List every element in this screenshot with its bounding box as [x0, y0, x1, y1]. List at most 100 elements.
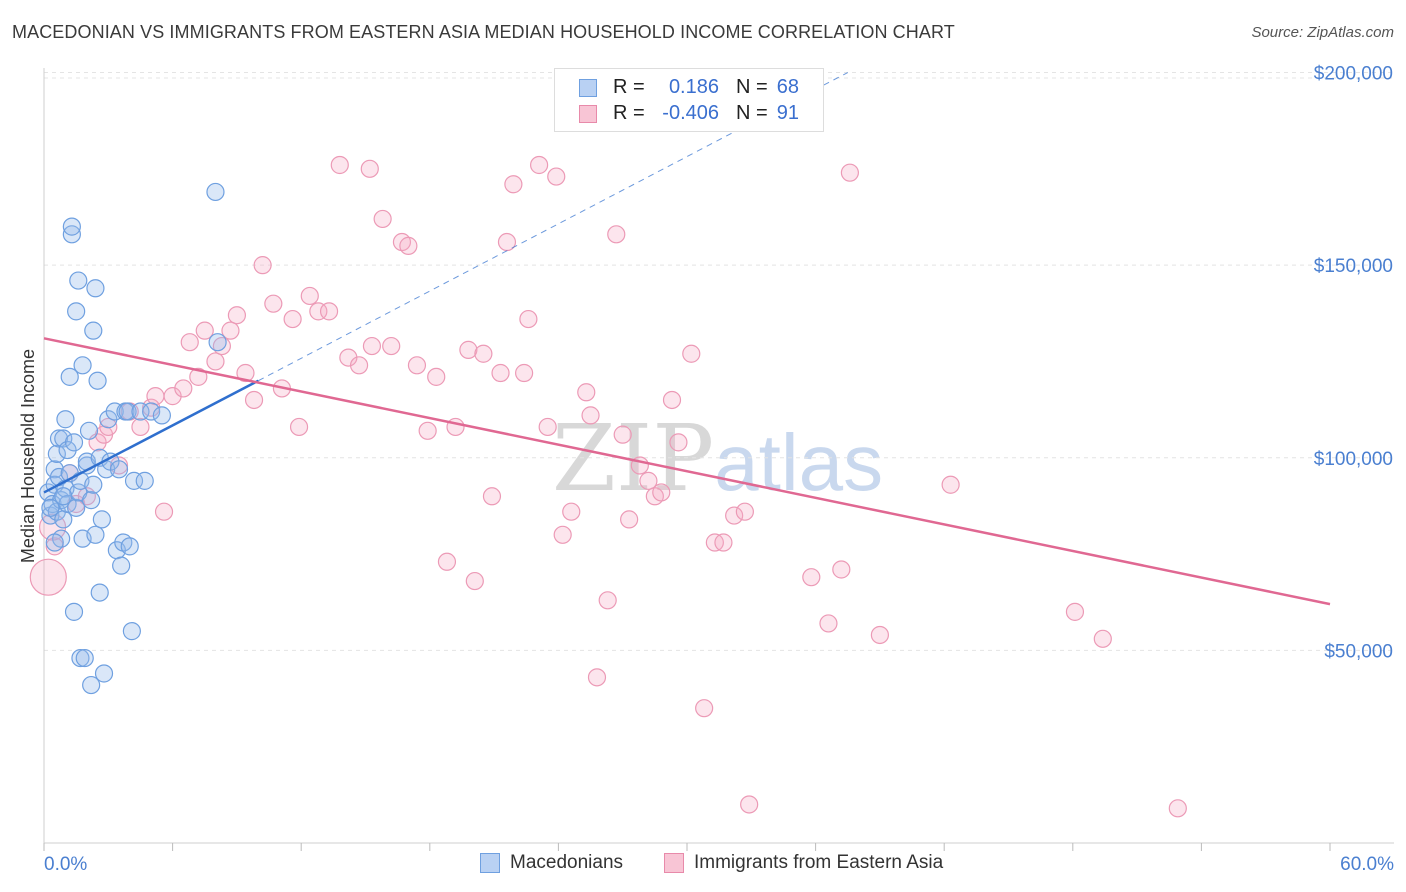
pink-point — [253, 256, 272, 275]
pink-point — [482, 487, 502, 506]
blue-point — [73, 356, 92, 375]
x-ticks — [43, 843, 1331, 851]
legend-swatch-blue — [579, 79, 597, 97]
blue-point — [90, 583, 109, 602]
legend-row-eastern-asia: R = -0.406 N = 91 — [555, 101, 823, 127]
blue-point — [82, 491, 101, 510]
blue-point — [84, 475, 103, 494]
axes — [43, 68, 1394, 844]
legend-row-macedonians: R = 0.186 N = 68 — [555, 75, 823, 101]
pink-point — [236, 363, 255, 383]
blue-point — [86, 279, 105, 298]
pink-point — [725, 506, 744, 525]
pink-point — [639, 471, 658, 490]
pink-point — [362, 336, 382, 356]
pink-point — [587, 668, 607, 687]
blue-point — [131, 402, 150, 421]
pink-point — [221, 321, 240, 340]
pink-point — [519, 309, 538, 329]
legend-n-value: 91 — [776, 102, 799, 124]
blue-point — [62, 225, 81, 244]
blue-point — [62, 217, 81, 236]
pink-point — [802, 568, 821, 587]
pink-point — [418, 421, 437, 440]
pink-point — [300, 286, 319, 306]
pink-point — [607, 225, 626, 244]
pink-point — [870, 625, 890, 645]
blue-point — [118, 402, 137, 421]
legend-label: Immigrants from Eastern Asia — [694, 852, 944, 873]
pink-point — [695, 699, 714, 718]
pink-point — [714, 533, 733, 552]
legend-label: Macedonians — [510, 852, 624, 873]
blue-series — [39, 182, 227, 695]
pink-point — [360, 159, 379, 178]
legend-r-value: 0.186 — [668, 76, 719, 98]
blue-point — [67, 302, 86, 321]
pink-point — [1065, 602, 1085, 621]
blue-point — [64, 602, 84, 621]
blue-point — [92, 510, 111, 529]
pink-point — [99, 417, 118, 437]
pink-point — [437, 552, 457, 571]
blue-point — [135, 471, 154, 490]
blue-point — [41, 498, 60, 517]
legend-n-label: N = — [736, 76, 768, 98]
legend-r-value: -0.406 — [662, 102, 719, 124]
pink-point — [459, 340, 478, 359]
blue-point — [88, 371, 107, 390]
pink-point — [309, 302, 328, 321]
legend-r-label: R = — [613, 102, 645, 124]
y-tick-label: $150,000 — [1314, 256, 1393, 277]
pink-point — [244, 390, 264, 410]
pink-point — [530, 155, 549, 175]
pink-trend-line — [43, 337, 1331, 606]
legend-n-label: N = — [736, 102, 768, 124]
pink-point — [669, 433, 688, 452]
pink-point — [735, 502, 754, 521]
pink-point — [491, 363, 510, 383]
legend-swatch-blue — [480, 853, 500, 873]
legend-swatch-pink — [579, 105, 597, 123]
y-tick-labels: $50,000 $100,000 $150,000 $200,000 — [1314, 64, 1393, 663]
blue-point — [152, 406, 171, 425]
pink-point — [227, 306, 246, 325]
y-tick-label: $50,000 — [1324, 641, 1393, 662]
pink-point — [382, 336, 401, 356]
x-tick-label-min: 0.0% — [44, 854, 87, 875]
blue-point — [67, 498, 86, 517]
blue-trend-line — [43, 379, 259, 494]
pink-point — [465, 571, 484, 591]
pink-point — [131, 417, 150, 437]
blue-point — [109, 460, 129, 479]
y-tick-label: $100,000 — [1314, 449, 1393, 470]
pink-point — [349, 356, 369, 375]
pink-point — [538, 417, 557, 437]
blue-point — [86, 525, 105, 544]
pink-point — [598, 591, 617, 610]
pink-point — [154, 502, 174, 521]
y-axis-label: Median Household Income — [18, 349, 38, 563]
pink-point — [620, 510, 639, 529]
blue-point — [54, 487, 73, 506]
pink-point — [577, 383, 596, 402]
pink-point — [195, 321, 214, 340]
pink-point — [427, 367, 446, 386]
blue-point — [60, 367, 79, 386]
pink-point — [553, 525, 572, 544]
pink-point — [407, 356, 427, 375]
pink-point — [1093, 629, 1112, 648]
pink-point — [264, 294, 283, 313]
pink-point — [180, 333, 199, 352]
blue-point — [64, 433, 84, 452]
blue-point — [47, 444, 66, 464]
source-label: Source: ZipAtlas.com — [1251, 24, 1394, 41]
blue-point — [94, 664, 114, 683]
blue-point — [105, 402, 124, 421]
pink-point — [146, 387, 165, 406]
legend-swatch-pink — [664, 853, 684, 873]
legend-r-label: R = — [613, 76, 645, 98]
legend-n-value: 68 — [776, 76, 799, 98]
pink-point — [652, 483, 671, 502]
